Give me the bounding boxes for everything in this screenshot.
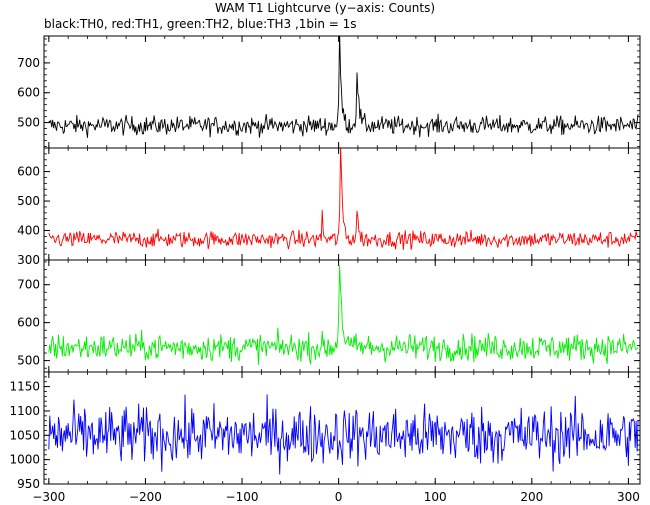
chart-subtitle: black:TH0, red:TH1, green:TH2, blue:TH3 … (44, 17, 357, 31)
series-line-TH3 (48, 394, 639, 475)
y-tick-label: 500 (17, 116, 40, 130)
panel-frame-TH3 (43, 371, 641, 485)
x-tick-label: −200 (129, 490, 162, 504)
y-tick-label: 500 (17, 194, 40, 208)
y-tick-label: 700 (17, 278, 40, 292)
y-tick-label: 600 (17, 316, 40, 330)
y-tick-label: 1050 (9, 428, 40, 442)
y-tick-label: 500 (17, 354, 40, 368)
x-tick-label: 200 (520, 490, 543, 504)
y-tick-label: 700 (17, 56, 40, 70)
x-tick-label: −300 (32, 490, 65, 504)
x-tick-label: 300 (617, 490, 640, 504)
y-tick-label: 400 (17, 224, 40, 238)
y-tick-label: 600 (17, 86, 40, 100)
y-tick-label: 600 (17, 165, 40, 179)
y-tick-label: 950 (17, 477, 40, 491)
x-tick-label: 100 (424, 490, 447, 504)
x-tick-label: 0 (335, 490, 343, 504)
series-line-TH1 (48, 148, 639, 250)
chart-title: WAM T1 Lightcurve (y−axis: Counts) (214, 1, 436, 15)
y-tick-label: 1000 (9, 453, 40, 467)
y-tick-label: 1100 (9, 404, 40, 418)
series-line-TH2 (48, 265, 639, 366)
y-tick-label: 1150 (9, 380, 40, 394)
x-tick-label: −100 (226, 490, 259, 504)
y-tick-label: 300 (17, 253, 40, 267)
series-line-TH0 (48, 36, 639, 138)
